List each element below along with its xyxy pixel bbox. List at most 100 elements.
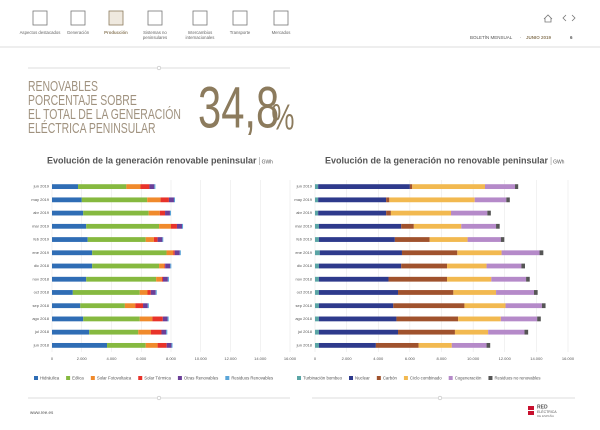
bar-segment — [315, 329, 319, 335]
bar-segment — [165, 263, 171, 269]
bar-segment — [501, 250, 540, 256]
bar-segment — [152, 316, 163, 322]
bar-segment — [486, 342, 491, 348]
y-tick-label: jun 2018 — [296, 342, 313, 347]
bar-segment — [159, 210, 166, 216]
bar-segment — [81, 197, 148, 203]
y-tick-label: abr 2019 — [33, 210, 50, 215]
bar-segment — [521, 263, 525, 269]
bar-segment — [145, 237, 154, 242]
y-tick-label: nov 2018 — [33, 276, 50, 281]
bar-segment — [154, 184, 156, 190]
bar-segment — [80, 303, 125, 309]
bar-segment — [52, 223, 87, 229]
bar-segment — [390, 210, 451, 216]
nav-item[interactable]: Intercambios internacionales — [185, 30, 215, 40]
bar-segment — [52, 210, 84, 216]
bar-segment — [318, 184, 410, 190]
bar-segment — [413, 223, 462, 229]
legend-label: Cogeneración — [455, 375, 482, 380]
logo-mark — [528, 406, 534, 415]
bar-segment — [52, 276, 87, 282]
bar-segment — [318, 210, 387, 216]
x-tick-label: 4.000 — [373, 356, 384, 361]
bar-segment — [318, 303, 394, 309]
bar-segment — [161, 276, 163, 282]
headline-line: ELÉCTRICA PENINSULAR — [28, 119, 156, 136]
bar-segment — [396, 316, 459, 322]
bar-segment — [450, 210, 488, 216]
bar-segment — [147, 290, 151, 295]
nav-item[interactable]: Transporte — [229, 30, 251, 35]
bar-segment — [318, 263, 402, 269]
x-tick-label: 6.000 — [405, 356, 416, 361]
y-tick-label: jun 2019 — [296, 184, 313, 189]
x-tick-label: 16.000 — [284, 356, 297, 361]
nav-item[interactable]: Sistemas no peninsulares — [142, 30, 168, 40]
next-button[interactable] — [571, 14, 576, 22]
bar-segment — [412, 184, 485, 190]
legend-swatch — [225, 376, 230, 380]
bar-segment — [541, 303, 546, 309]
nav-item[interactable]: Producción — [104, 30, 128, 35]
x-tick-label: 10.000 — [467, 356, 480, 361]
bar-segment — [315, 303, 319, 309]
legend-swatch — [297, 376, 301, 380]
bar-segment — [174, 250, 180, 256]
home-button[interactable] — [543, 14, 553, 23]
bar-segment — [153, 237, 158, 242]
nav-item[interactable]: Generación — [66, 30, 90, 35]
logo-text: ELÉCTRICA — [537, 409, 557, 414]
bar-segment — [149, 184, 155, 190]
legend-label: Nuclear — [355, 375, 370, 380]
footer-url: www.ree.es — [30, 410, 54, 415]
bar-segment — [171, 342, 173, 348]
legend-swatch — [448, 376, 453, 380]
headline-value: 34,8 — [198, 75, 279, 140]
period: JUNIO 2019 — [526, 35, 552, 40]
bar-segment — [539, 250, 544, 256]
x-tick-label: 14.000 — [530, 356, 543, 361]
bar-segment — [89, 329, 139, 335]
bar-segment — [429, 237, 468, 242]
bar-segment — [418, 342, 452, 348]
bar-segment — [398, 290, 454, 295]
nav-item[interactable]: Mercados — [271, 30, 291, 35]
nav-item[interactable]: Aspectos destacados — [19, 30, 61, 35]
legend-swatch — [90, 376, 95, 380]
legend-label: Ciclo combinado — [410, 375, 442, 380]
page-number: 6 — [570, 35, 573, 40]
bar-segment — [315, 263, 319, 269]
bar-segment — [52, 290, 73, 295]
bar-segment — [534, 290, 538, 295]
bar-segment — [500, 237, 505, 242]
legend-swatch — [34, 376, 38, 380]
bar-segment — [515, 184, 519, 190]
bar-segment — [388, 276, 448, 282]
bar-segment — [318, 276, 389, 282]
bar-segment — [464, 303, 506, 309]
bar-segment — [401, 263, 448, 269]
bar-segment — [92, 250, 167, 256]
bar-segment — [135, 303, 144, 309]
headline-unit: % — [271, 97, 294, 137]
bar-segment — [52, 263, 93, 269]
bar-segment — [147, 197, 161, 203]
bar-segment — [488, 329, 525, 335]
bar-segment — [461, 223, 497, 229]
bar-segment — [315, 210, 319, 216]
bar-segment — [454, 329, 489, 335]
headline-line: EL TOTAL DE LA GENERACIÓN — [28, 105, 181, 122]
bar-segment — [169, 210, 171, 216]
bar-segment — [159, 263, 165, 269]
bar-segment — [318, 342, 376, 348]
bar-segment — [52, 250, 93, 256]
legend-label: Solar Fotovoltaica — [97, 375, 132, 380]
bar-segment — [451, 342, 487, 348]
y-tick-label: mar 2019 — [295, 223, 313, 228]
headline-line: PORCENTAJE SOBRE — [28, 92, 137, 108]
prev-button[interactable] — [562, 14, 567, 22]
bar-segment — [52, 329, 90, 335]
bar-segment — [107, 342, 146, 348]
